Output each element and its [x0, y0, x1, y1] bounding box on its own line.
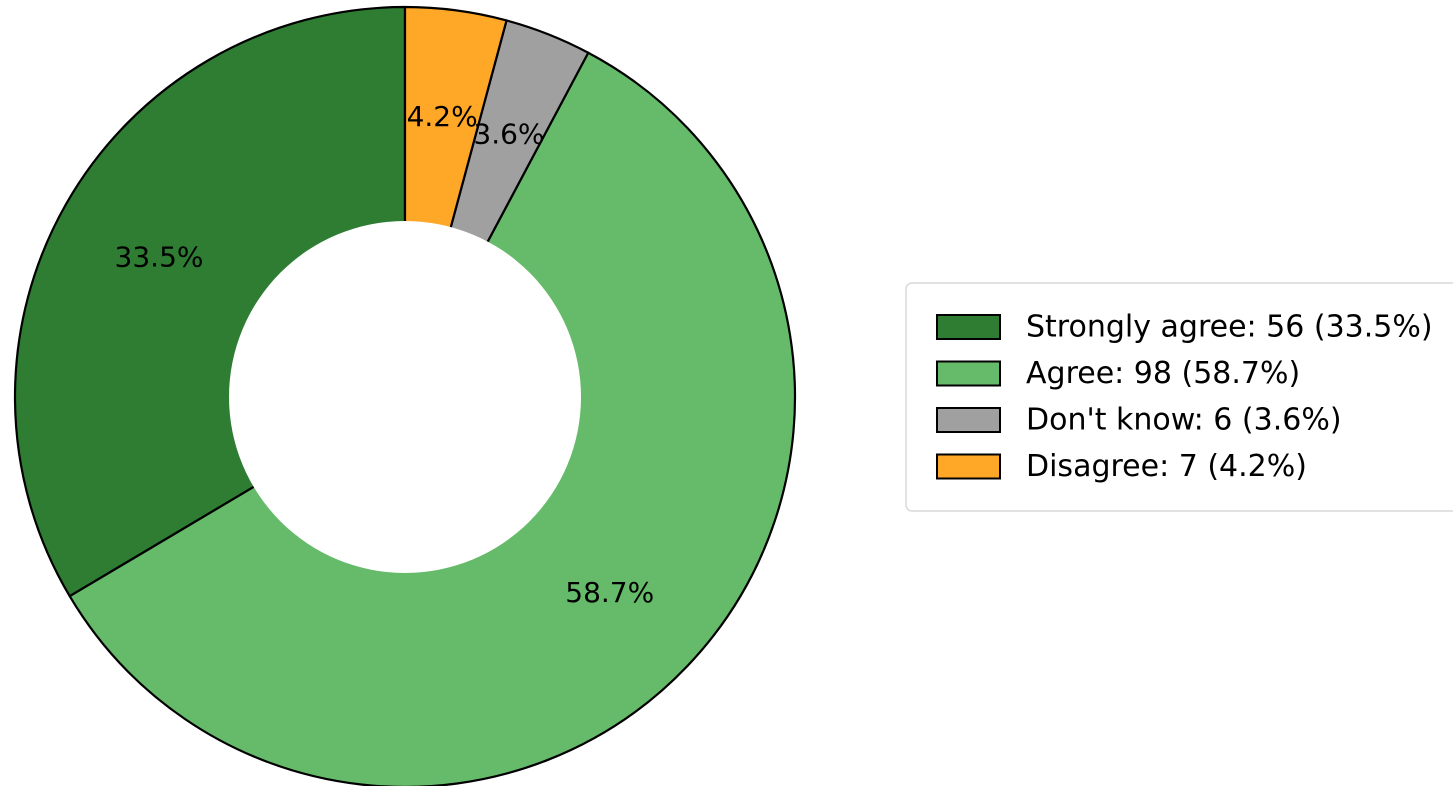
legend-label-strongly-agree: Strongly agree: 56 (33.5%): [1026, 310, 1433, 345]
legend-label-agree: Agree: 98 (58.7%): [1026, 356, 1300, 391]
legend-swatch-don-t-know: [936, 407, 1001, 433]
percent-label-don-t-know: 3.6%: [473, 117, 544, 150]
percent-label-agree: 58.7%: [565, 576, 654, 609]
percent-label-disagree: 4.2%: [407, 100, 478, 133]
legend: Strongly agree: 56 (33.5%) Agree: 98 (58.…: [905, 282, 1453, 512]
legend-swatch-strongly-agree: [936, 314, 1001, 340]
percent-labels: 33.5% 58.7% 3.6%4.2%: [115, 100, 655, 609]
legend-label-don-t-know: Don't know: 6 (3.6%): [1026, 403, 1342, 438]
legend-swatch-agree: [936, 360, 1001, 387]
legend-label-disagree: Disagree: 7 (4.2%): [1026, 449, 1307, 484]
legend-frame: [905, 282, 1453, 512]
donut-wedges: [13, 5, 797, 786]
donut-hole: [229, 221, 581, 573]
legend-swatch-disagree: [936, 453, 1001, 480]
percent-label-strongly-agree: 33.5%: [115, 241, 204, 274]
